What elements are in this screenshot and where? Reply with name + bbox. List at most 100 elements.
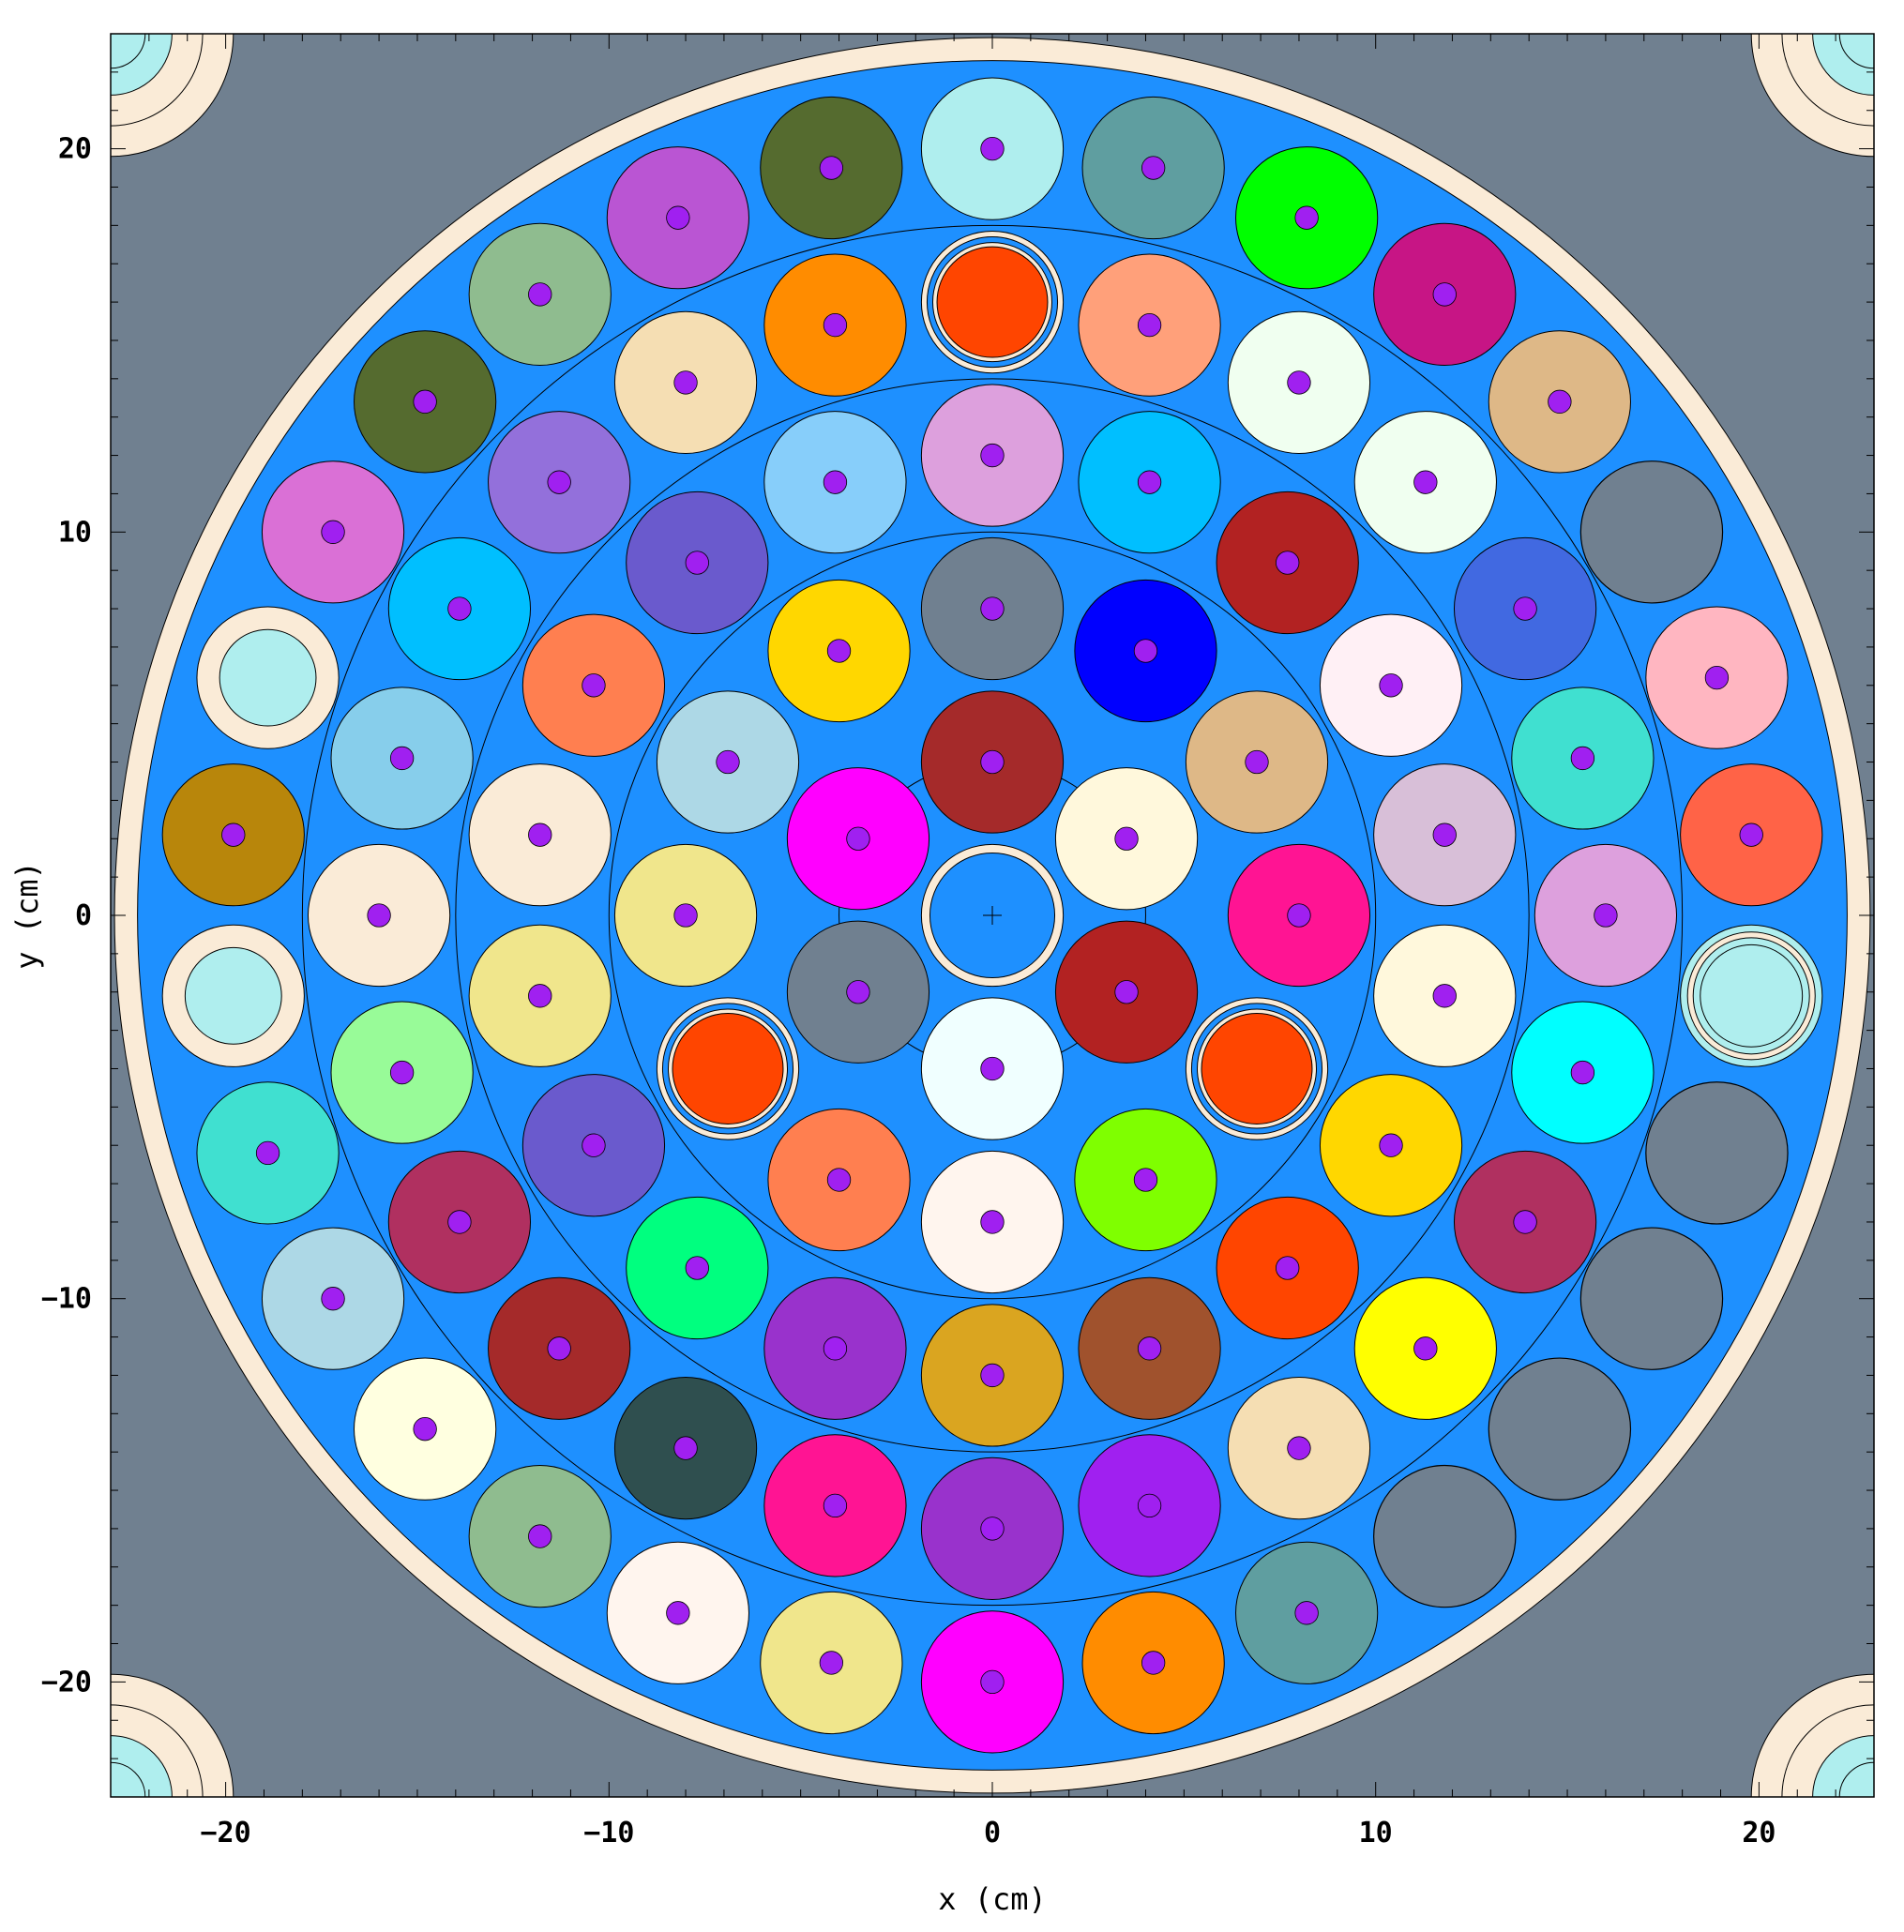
assembly bbox=[196, 606, 340, 749]
x-axis-label: x (cm) bbox=[938, 1881, 1047, 1917]
assembly bbox=[626, 1196, 769, 1340]
assembly bbox=[767, 579, 911, 723]
fuel-pin bbox=[447, 596, 472, 621]
assembly bbox=[1216, 1196, 1359, 1340]
assembly bbox=[1579, 460, 1724, 604]
assembly bbox=[468, 222, 612, 367]
fuel-pin bbox=[1704, 665, 1730, 690]
fuel-pin bbox=[685, 551, 709, 575]
y-tick-label: −10 bbox=[41, 1283, 92, 1316]
assembly bbox=[1373, 222, 1517, 367]
assembly bbox=[1074, 1108, 1217, 1252]
assembly bbox=[261, 1227, 405, 1370]
fuel-pin bbox=[582, 673, 606, 698]
fuel-pin bbox=[716, 749, 740, 775]
assembly bbox=[1511, 1001, 1655, 1144]
source-core bbox=[1700, 943, 1804, 1048]
assembly bbox=[920, 1304, 1065, 1447]
fuel-pin bbox=[528, 984, 552, 1008]
assembly bbox=[1078, 1276, 1221, 1420]
assembly bbox=[656, 997, 800, 1140]
assembly bbox=[1081, 1591, 1225, 1735]
assembly bbox=[920, 690, 1065, 834]
fuel-pin bbox=[255, 1140, 280, 1166]
empty-position bbox=[1579, 1227, 1724, 1370]
x-tick-labels: −20 −10 0 10 20 bbox=[201, 1817, 1776, 1849]
assembly bbox=[468, 1464, 612, 1608]
axis-ticks bbox=[110, 33, 1875, 1798]
corner-arc bbox=[111, 1761, 146, 1797]
assembly bbox=[760, 96, 903, 240]
fuel-pin bbox=[321, 1287, 345, 1311]
fuel-pin bbox=[846, 826, 870, 851]
fuel-pin bbox=[447, 1210, 472, 1234]
zone-ring bbox=[455, 378, 1530, 1453]
assembly bbox=[330, 1001, 474, 1144]
assembly bbox=[763, 1276, 907, 1420]
assembly bbox=[1054, 920, 1199, 1064]
assembly bbox=[387, 1150, 532, 1294]
assembly bbox=[330, 687, 474, 830]
assembly bbox=[1453, 536, 1597, 681]
assembly bbox=[920, 230, 1065, 374]
assembly bbox=[920, 997, 1065, 1140]
assembly bbox=[1353, 1276, 1497, 1420]
assembly bbox=[354, 330, 497, 474]
empty-position bbox=[1488, 1357, 1632, 1501]
fuel-pin bbox=[413, 1416, 437, 1441]
fuel-pin bbox=[1379, 673, 1403, 698]
control-rod bbox=[936, 246, 1049, 358]
fuel-pin bbox=[980, 136, 1005, 161]
fuel-pin bbox=[1114, 980, 1139, 1004]
x-tick-label: 20 bbox=[1742, 1817, 1776, 1849]
assembly bbox=[1081, 96, 1225, 240]
reflector-element bbox=[219, 628, 317, 727]
fuel-pin bbox=[1287, 370, 1311, 395]
control-rod bbox=[1201, 1013, 1313, 1124]
assembly bbox=[1373, 1464, 1517, 1608]
y-tick-label: 20 bbox=[58, 133, 92, 166]
fuel-pin bbox=[673, 1436, 698, 1460]
fuel-pin bbox=[1137, 312, 1162, 338]
assembly bbox=[1078, 253, 1221, 397]
fuel-pin bbox=[819, 156, 844, 180]
fuel-pin bbox=[980, 443, 1005, 468]
fuel-pin bbox=[1432, 823, 1457, 847]
fuel-pin bbox=[823, 1493, 848, 1518]
assembly bbox=[1078, 411, 1221, 554]
fuel-pin bbox=[980, 1363, 1005, 1388]
assembly bbox=[387, 536, 532, 681]
assembly bbox=[1645, 606, 1789, 749]
fuel-pin bbox=[1114, 826, 1139, 851]
fuel-pin bbox=[1294, 205, 1319, 230]
fuel-pin bbox=[1137, 470, 1162, 494]
assembly bbox=[354, 1357, 497, 1501]
fuel-pin bbox=[1432, 984, 1457, 1008]
assembly bbox=[1534, 843, 1678, 988]
y-tick-label: −20 bbox=[41, 1666, 92, 1698]
fuel-pin bbox=[666, 205, 690, 230]
fuel-pin bbox=[321, 520, 345, 544]
corner-arc bbox=[111, 34, 146, 69]
fuel-pin bbox=[823, 470, 848, 494]
fuel-pin bbox=[1413, 1336, 1438, 1361]
assembly bbox=[1074, 579, 1217, 723]
assembly bbox=[488, 1276, 631, 1420]
assembly bbox=[656, 690, 800, 834]
corner-arc bbox=[1838, 34, 1874, 69]
fuel-pin bbox=[980, 1056, 1005, 1081]
assembly bbox=[606, 1541, 749, 1684]
corner-arc bbox=[1838, 1761, 1874, 1797]
fuel-pin bbox=[1513, 1210, 1537, 1234]
fuel-pin bbox=[547, 470, 571, 494]
x-tick-label: −20 bbox=[201, 1817, 251, 1849]
fuel-pin bbox=[221, 823, 246, 847]
fuel-pin bbox=[1137, 1493, 1162, 1518]
fuel-pin bbox=[980, 1669, 1005, 1695]
fuel-pin bbox=[1276, 551, 1300, 575]
fuel-pin bbox=[823, 1336, 848, 1361]
fuel-pin bbox=[673, 903, 698, 928]
fuel-pin bbox=[1548, 389, 1572, 415]
assembly bbox=[920, 77, 1065, 220]
